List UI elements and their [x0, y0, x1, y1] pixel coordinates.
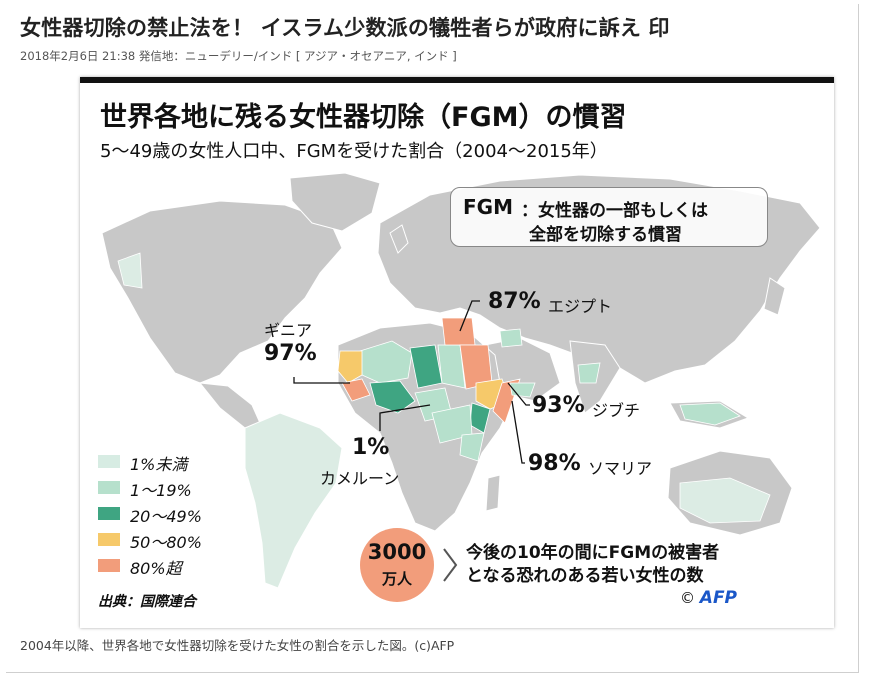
legend-swatch: [98, 507, 120, 520]
region-tanzania-light: [459, 432, 485, 462]
afp-logo: AFP: [699, 588, 738, 608]
callout-guinea-name: ギニア: [264, 321, 313, 340]
future-count-number: 3000: [367, 540, 427, 564]
callout-cameroon-name: カメルーン: [320, 469, 400, 488]
legend-swatch: [98, 455, 120, 468]
figure-subtitle: 5〜49歳の女性人口中、FGMを受けた割合（2004〜2015年）: [100, 141, 608, 162]
region-egypt-coral: [441, 317, 476, 346]
copyright-symbol: ©: [680, 589, 695, 607]
callout-somalia-pct: 98%: [528, 451, 581, 476]
region-iraq-light: [499, 328, 523, 348]
leader-cameroon: [379, 404, 431, 431]
future-description-line-1: 今後の10年の間にFGMの被害者: [466, 543, 720, 563]
central-america-landmass: [198, 382, 261, 429]
figure-caption: 2004年以降、世界各地で女性器切除を受けた女性の割合を示した図。(c)AFP: [20, 638, 455, 653]
leader-egypt: [459, 300, 480, 332]
region-mauritania-yellow: [337, 350, 363, 384]
region-northamerica-light: [117, 252, 143, 289]
definition-box: FGM ：女性器の一部もしくは 全部を切除する慣習: [450, 187, 768, 247]
region-westafrica-teal: [369, 380, 416, 414]
article-headline: 女性器切除の禁止法を！ イスラム少数派の犠牲者らが政府に訴え 印: [20, 16, 670, 40]
article-meta: 2018年2月6日 21:38 発信地：ニューデリー/インド [ アジア・オセア…: [20, 49, 457, 63]
article-sheet: 女性器切除の禁止法を！ イスラム少数派の犠牲者らが政府に訴え 印 2018年2月…: [6, 4, 859, 673]
region-indonesia-light: [679, 402, 741, 426]
leader-djibouti: [507, 382, 530, 406]
legend-label: 80%超: [130, 559, 182, 578]
legend-swatch: [98, 559, 120, 572]
legend-swatch: [98, 481, 120, 494]
chevron-right-icon: [443, 548, 458, 582]
callout-djibouti-name: ジブチ: [592, 401, 641, 420]
region-australia-light: [679, 477, 771, 524]
figure-title: 世界各地に残る女性器切除（FGM）の慣習: [100, 102, 627, 133]
future-count-unit: 万人: [381, 570, 412, 588]
leader-somalia: [511, 400, 525, 464]
legend-label: 1〜19%: [130, 481, 192, 500]
legend-swatch: [98, 533, 120, 546]
north-america-landmass: [101, 200, 343, 384]
legend-label: 50〜80%: [130, 533, 202, 552]
leader-guinea: [293, 377, 350, 384]
fgm-infographic[interactable]: 世界各地に残る女性器切除（FGM）の慣習 5〜49歳の女性人口中、FGMを受けた…: [80, 77, 834, 628]
callout-somalia-name: ソマリア: [588, 459, 653, 478]
callout-djibouti-pct: 93%: [532, 393, 585, 418]
south-america-landmass: [244, 412, 343, 589]
greenland-landmass: [289, 172, 381, 232]
uk-landmass: [389, 224, 409, 254]
callout-guinea-pct: 97%: [264, 341, 317, 366]
future-count-badge: 3000 万人: [360, 528, 434, 602]
region-india-light: [577, 362, 601, 384]
callout-egypt-name: エジプト: [548, 297, 613, 316]
japan-landmass: [763, 277, 786, 316]
definition-term: FGM: [463, 195, 513, 219]
legend-label: 20〜49%: [130, 507, 202, 526]
legend-label: 1%未満: [130, 455, 188, 474]
afp-credit: © AFP: [680, 588, 737, 608]
future-description-line-2: となる恐れのある若い女性の数: [466, 566, 704, 586]
definition-line-2: 全部を切除する慣習: [529, 225, 682, 245]
callout-egypt-pct: 87%: [488, 289, 541, 314]
callout-cameroon-pct: 1%: [352, 435, 390, 460]
region-guinea-coral: [341, 378, 371, 402]
figure-source: 出典：国際連合: [98, 594, 196, 610]
madagascar-landmass: [485, 474, 501, 512]
definition-line-1: ：女性器の一部もしくは: [521, 201, 708, 221]
